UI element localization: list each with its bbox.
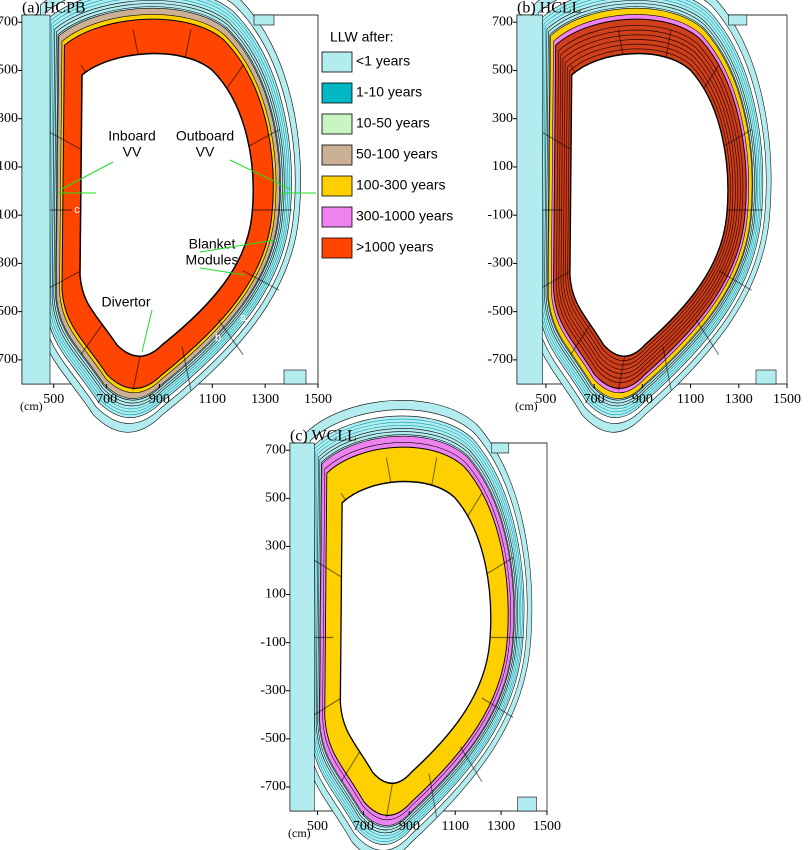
panel-title: (a) HCPB <box>22 0 86 17</box>
annotation: Blanket <box>189 236 236 252</box>
legend-label: 300-1000 years <box>356 208 453 224</box>
x-tick-label: 1100 <box>441 819 468 834</box>
unit-label: (cm) <box>515 399 538 413</box>
legend-label: 50-100 years <box>356 146 438 162</box>
x-tick-label: 1300 <box>251 392 279 407</box>
y-tick-label: 100 <box>492 159 513 174</box>
x-tick-label: 500 <box>43 392 64 407</box>
y-tick-label: 300 <box>265 539 286 554</box>
y-tick-label: 100 <box>0 159 18 174</box>
x-tick-label: 700 <box>584 392 605 407</box>
figure: (a) HCPB 500 700 900 1100 1300 1500 700 500 300 10… <box>0 0 808 850</box>
legend-swatch <box>322 83 352 103</box>
inboard-shield <box>22 15 50 384</box>
x-tick-label: 700 <box>353 819 374 834</box>
port <box>756 370 776 384</box>
y-tick-label: -300 <box>487 256 513 271</box>
legend-swatch <box>322 145 352 165</box>
y-tick-label: -100 <box>260 635 286 650</box>
legend-swatch <box>322 114 352 134</box>
tokamak-section <box>517 0 787 432</box>
legend-swatch <box>322 207 352 227</box>
tokamak-section <box>290 400 547 850</box>
port <box>284 370 306 384</box>
panel-title: (c) WCLL <box>290 428 357 445</box>
y-tick-label: -700 <box>260 779 286 794</box>
region-letter: b <box>215 332 221 344</box>
tokamak-section <box>22 0 318 432</box>
region-letter: a <box>240 312 247 324</box>
y-tick-label: 500 <box>492 63 513 78</box>
y-tick-label: 300 <box>492 111 513 126</box>
x-tick-label: 900 <box>149 392 170 407</box>
annotation: Outboard <box>176 128 234 144</box>
y-tick-label: 100 <box>265 587 286 602</box>
port <box>491 443 508 453</box>
annotation: Inboard <box>108 128 155 144</box>
y-tick-label: 300 <box>0 111 18 126</box>
x-tick-label: 500 <box>535 392 556 407</box>
y-tick-label: -500 <box>260 731 286 746</box>
y-tick-label: 500 <box>0 63 18 78</box>
y-tick-label: 700 <box>492 14 513 29</box>
unit-label: (cm) <box>20 399 43 413</box>
x-tick-label: 1500 <box>773 392 801 407</box>
x-tick-label: 900 <box>399 819 420 834</box>
x-tick-label: 900 <box>632 392 653 407</box>
panel-title: (b) HCLL <box>517 0 581 17</box>
legend-title: LLW after: <box>330 29 394 45</box>
y-tick-label: -100 <box>487 207 513 222</box>
annotation: VV <box>123 144 142 160</box>
y-tick-label: -300 <box>0 256 18 271</box>
annotation: Divertor <box>101 294 150 310</box>
unit-label: (cm) <box>288 826 311 840</box>
x-tick-label: 1300 <box>487 819 515 834</box>
y-tick-label: -300 <box>260 683 286 698</box>
legend-label: 1-10 years <box>356 84 422 100</box>
legend-label: 10-50 years <box>356 115 430 131</box>
y-tick-label: -500 <box>0 304 18 319</box>
port <box>517 797 536 811</box>
y-tick-label: -700 <box>487 352 513 367</box>
legend-label: >1000 years <box>356 239 433 255</box>
annotation: VV <box>196 144 215 160</box>
x-tick-label: 1300 <box>725 392 753 407</box>
y-tick-label: 700 <box>265 442 286 457</box>
x-tick-label: 700 <box>96 392 117 407</box>
y-tick-label: -500 <box>487 304 513 319</box>
port <box>729 15 747 25</box>
x-tick-label: 1500 <box>533 819 561 834</box>
legend-swatch <box>322 52 352 72</box>
y-tick-label: 500 <box>265 491 286 506</box>
annotation: Modules <box>186 252 239 268</box>
x-tick-label: 1500 <box>304 392 332 407</box>
x-tick-label: 1100 <box>677 392 704 407</box>
region-letter: c <box>74 204 80 216</box>
y-tick-label: -700 <box>0 352 18 367</box>
inboard-shield <box>517 15 543 384</box>
y-tick-label: 700 <box>0 14 18 29</box>
legend-label: <1 years <box>356 53 410 69</box>
legend-label: 100-300 years <box>356 177 446 193</box>
x-tick-label: 1100 <box>199 392 226 407</box>
legend-swatch <box>322 238 352 258</box>
legend-swatch <box>322 176 352 196</box>
inboard-shield <box>290 443 314 811</box>
port <box>254 15 274 25</box>
y-tick-label: -100 <box>0 207 18 222</box>
